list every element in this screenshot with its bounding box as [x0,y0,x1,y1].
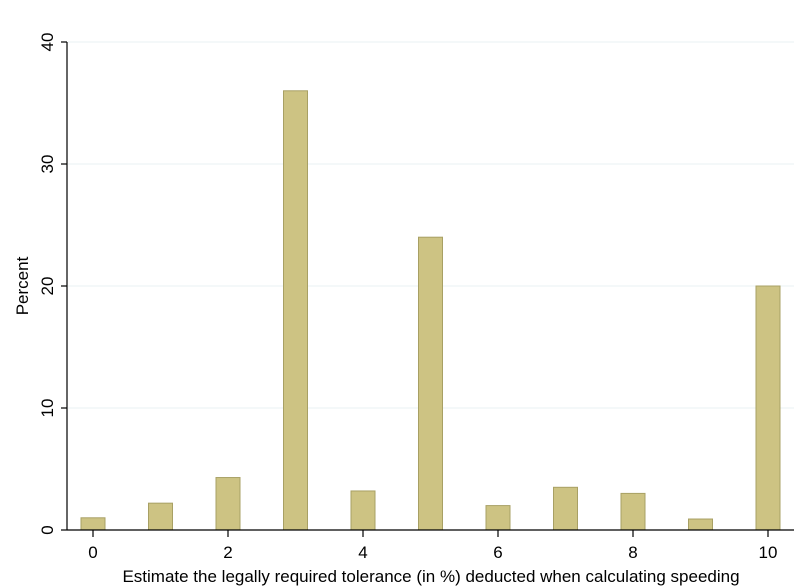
y-tick-label-0: 0 [38,525,57,534]
bar-4 [350,490,376,531]
x-tick-label-8: 8 [628,543,637,562]
bars [80,90,781,531]
x-tick-label-0: 0 [88,543,97,562]
x-ticks: 0 2 4 6 8 10 [88,530,777,562]
x-tick-label-6: 6 [493,543,502,562]
bar-5 [418,236,443,531]
x-tick-label-10: 10 [759,543,778,562]
y-tick-label-20: 20 [38,277,57,296]
y-tick-label-40: 40 [38,33,57,52]
bar-10 [755,285,781,531]
bar-6 [485,505,511,531]
x-tick-label-2: 2 [223,543,232,562]
bar-3 [283,90,308,531]
y-tick-label-10: 10 [38,399,57,418]
bar-2 [215,477,241,531]
bar-9 [688,518,713,531]
y-axis-title: Percent [13,256,32,315]
y-tick-label-30: 30 [38,155,57,174]
bar-8 [620,492,646,531]
x-tick-label-4: 4 [358,543,367,562]
bar-0 [80,517,106,531]
y-ticks: 0 10 20 30 40 [38,33,67,535]
bar-1 [148,502,173,531]
x-axis-title: Estimate the legally required tolerance … [122,567,739,586]
bar-7 [553,486,578,531]
